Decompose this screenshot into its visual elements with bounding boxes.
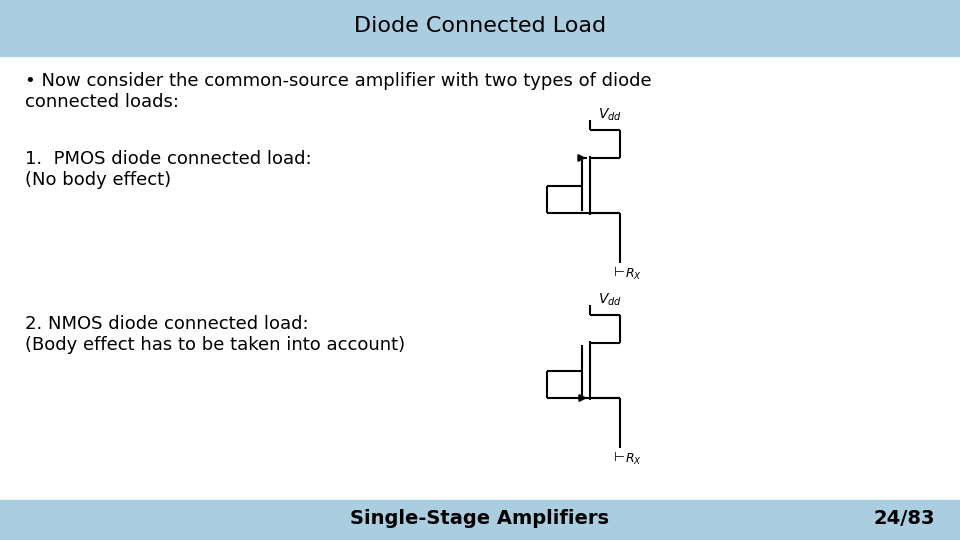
Text: $\vdash$: $\vdash$ <box>611 265 625 279</box>
Bar <box>0 52 960 56</box>
Bar <box>0 0 960 52</box>
Text: • Now consider the common-source amplifier with two types of diode: • Now consider the common-source amplifi… <box>25 72 652 90</box>
Text: (No body effect): (No body effect) <box>25 171 171 189</box>
Text: $\vdash$: $\vdash$ <box>611 450 625 464</box>
Text: Single-Stage Amplifiers: Single-Stage Amplifiers <box>350 510 610 529</box>
Text: connected loads:: connected loads: <box>25 93 179 111</box>
Text: $R_X$: $R_X$ <box>625 267 642 282</box>
Text: 24/83: 24/83 <box>874 510 935 529</box>
Bar <box>0 500 960 540</box>
Text: (Body effect has to be taken into account): (Body effect has to be taken into accoun… <box>25 336 405 354</box>
Text: $V_{dd}$: $V_{dd}$ <box>598 292 622 308</box>
Text: $R_X$: $R_X$ <box>625 452 642 467</box>
Text: 1.  PMOS diode connected load:: 1. PMOS diode connected load: <box>25 150 312 168</box>
Text: Diode Connected Load: Diode Connected Load <box>354 16 606 36</box>
Text: 2. NMOS diode connected load:: 2. NMOS diode connected load: <box>25 315 308 333</box>
Text: $V_{dd}$: $V_{dd}$ <box>598 107 622 123</box>
